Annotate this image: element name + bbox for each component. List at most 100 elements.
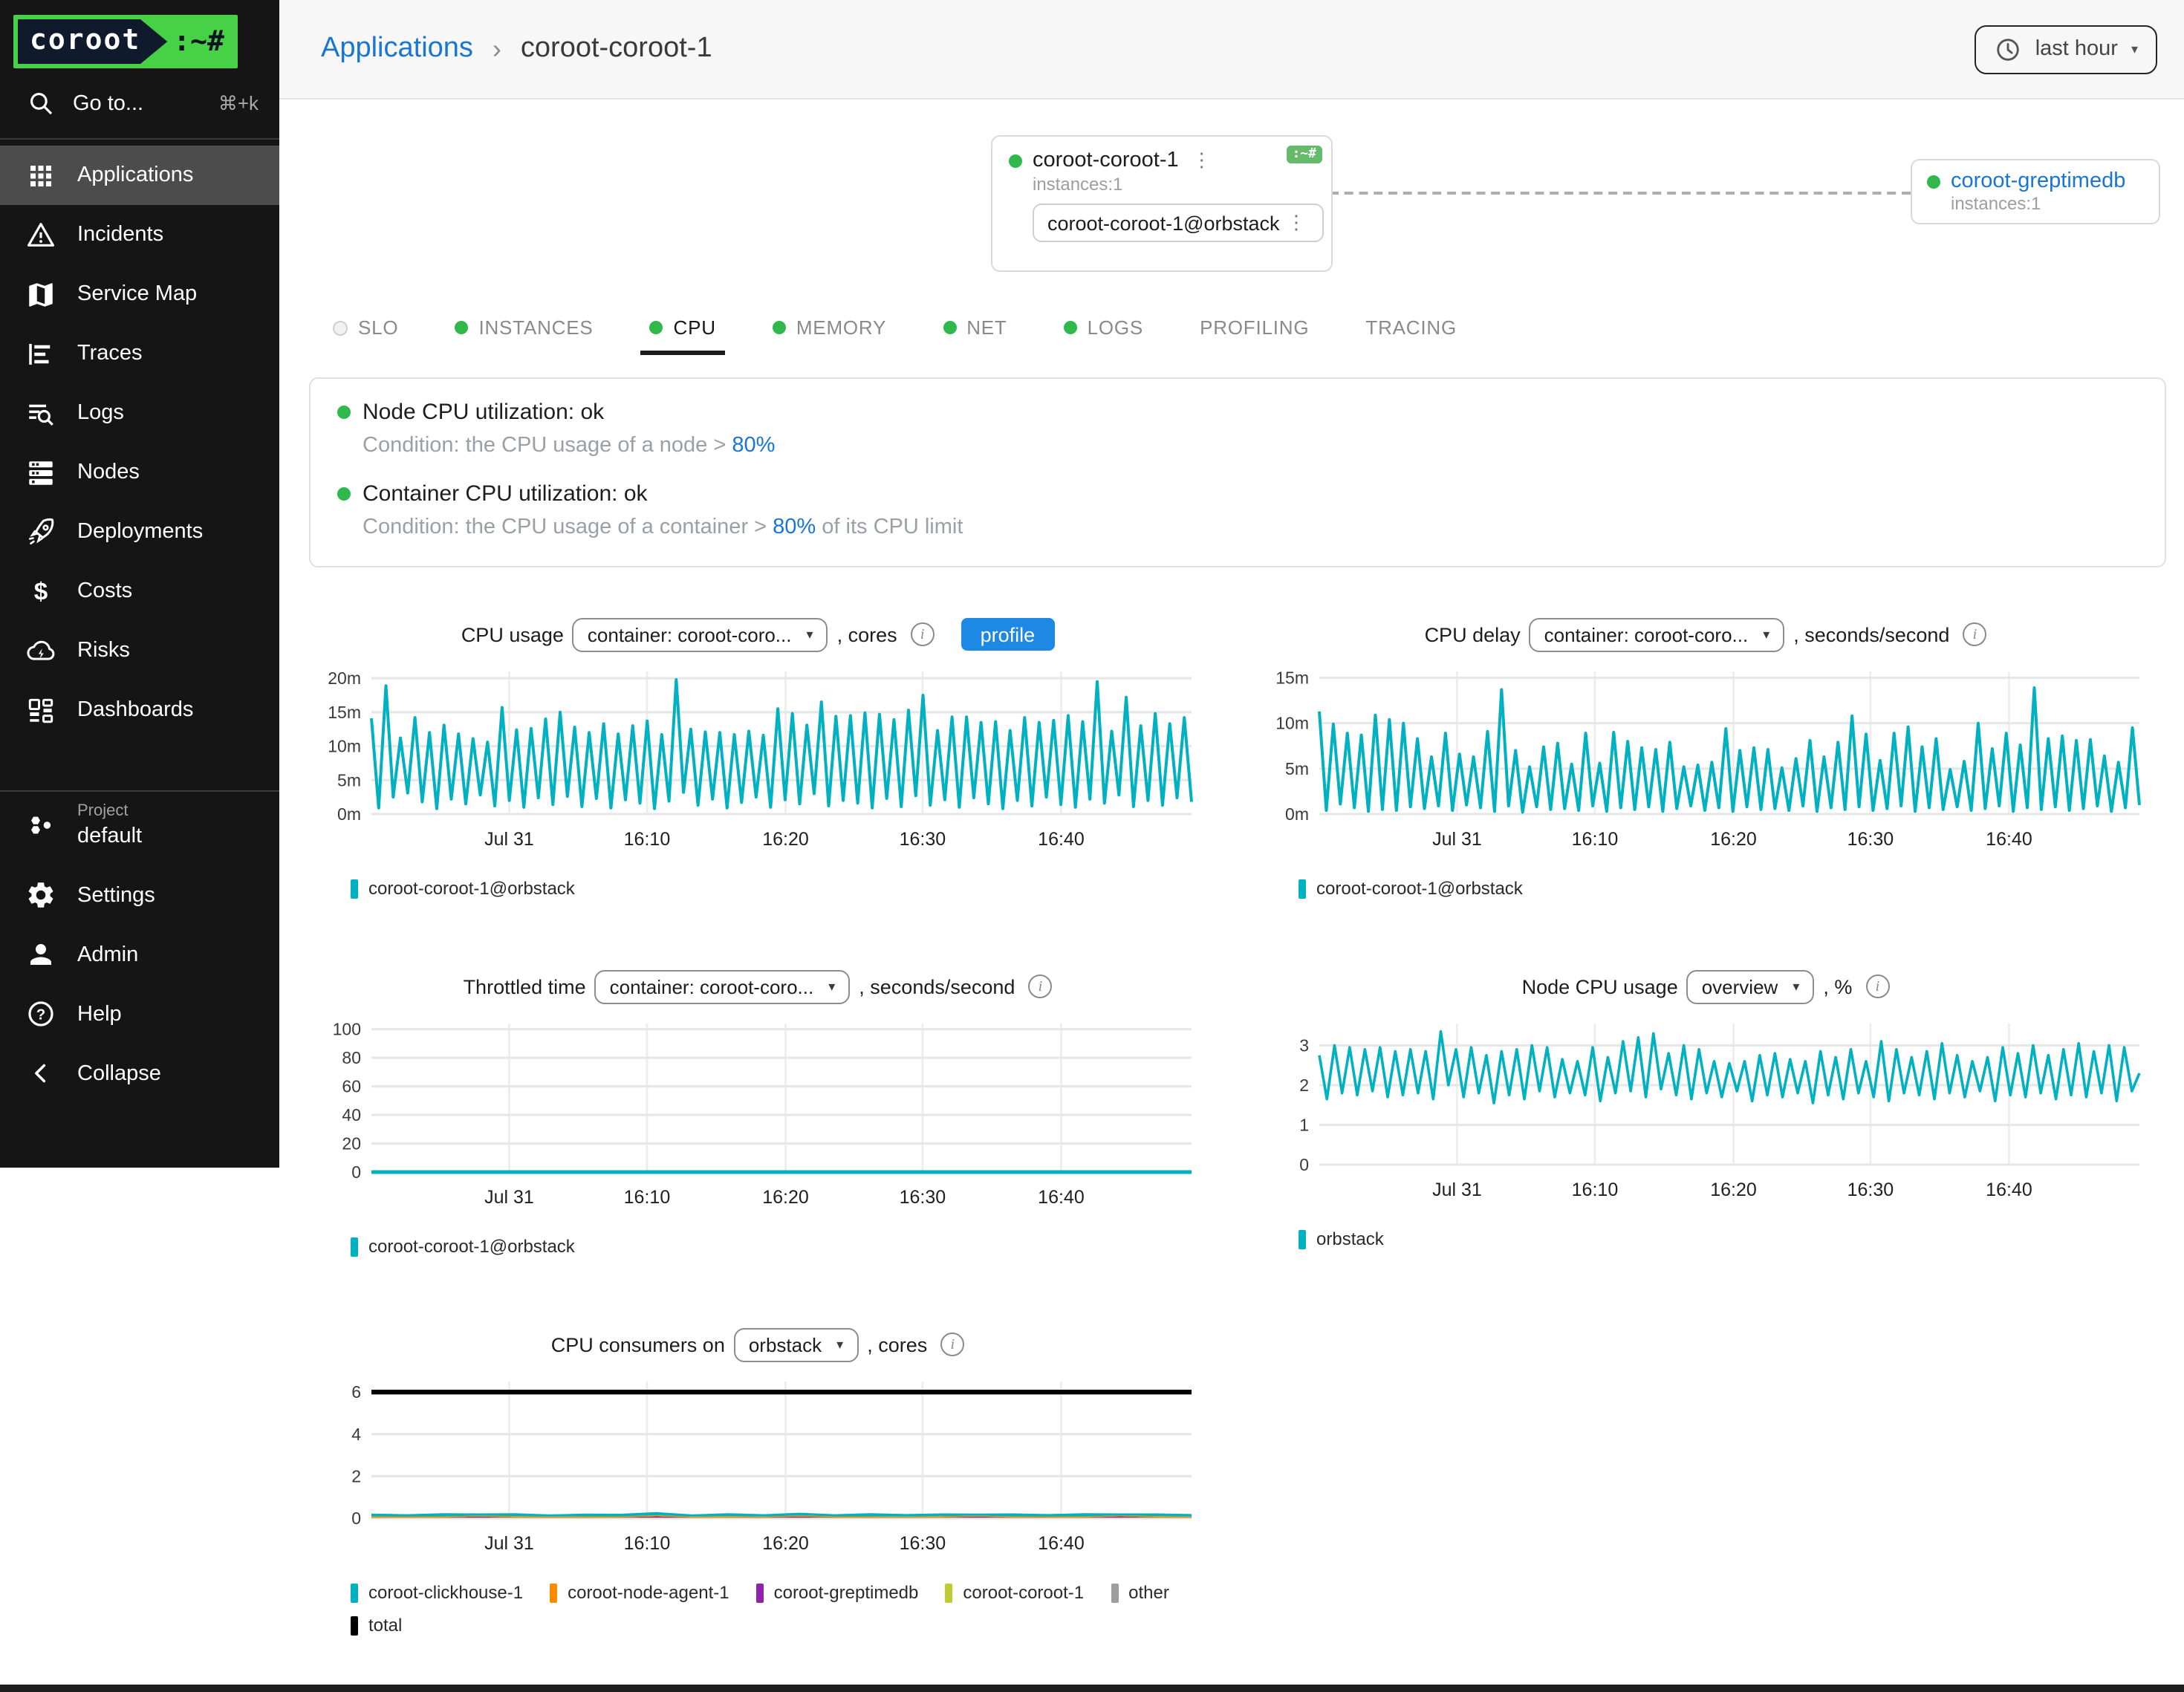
throttled-time-selector[interactable]: container: coroot-coro...▾ [595, 969, 851, 1003]
info-icon[interactable]: i [1028, 974, 1052, 998]
legend-item[interactable]: other [1111, 1582, 1169, 1603]
node-cpu-selector[interactable]: overview▾ [1687, 969, 1815, 1003]
time-range-picker[interactable]: last hour ▾ [1975, 25, 2157, 74]
sidebar-item-costs[interactable]: $ Costs [0, 562, 279, 621]
coroot-logo[interactable]: coroot :~# [13, 15, 238, 68]
svg-text:Jul 31: Jul 31 [484, 1533, 534, 1554]
rocket-icon [25, 516, 56, 547]
svg-text:16:40: 16:40 [1986, 829, 2032, 850]
clock-icon [1994, 35, 2022, 63]
threshold-link[interactable]: 80% [773, 515, 816, 539]
info-icon[interactable]: i [940, 1333, 964, 1356]
storm-cloud-icon [25, 635, 56, 666]
status-dot [337, 406, 351, 419]
legend-color-mark [351, 1237, 358, 1256]
sidebar-item-service-map[interactable]: Service Map [0, 264, 279, 324]
chart-unit: , cores [867, 1333, 927, 1356]
tab-tracing[interactable]: TRACING [1356, 310, 1466, 355]
sidebar-item-incidents[interactable]: Incidents [0, 205, 279, 264]
sidebar-item-dashboards[interactable]: Dashboards [0, 680, 279, 740]
sidebar-item-applications[interactable]: Applications [0, 146, 279, 205]
chart-title: CPU usage [461, 623, 564, 645]
legend-item[interactable]: coroot-greptimedb [756, 1582, 919, 1603]
cpu-consumers-plot: Jul 3116:1016:2016:3016:400246 [312, 1370, 1203, 1570]
sidebar-item-traces[interactable]: Traces [0, 324, 279, 383]
go-to-search[interactable]: Go to... ⌘+k [0, 68, 279, 138]
time-range-label: last hour [2035, 37, 2118, 61]
svg-text:16:30: 16:30 [1847, 1179, 1894, 1200]
tab-slo[interactable]: SLO [324, 310, 407, 355]
app-card-coroot-coroot-1: :~# coroot-coroot-1 ⋮ instances:1 coroot… [991, 135, 1333, 272]
svg-text:16:20: 16:20 [762, 1533, 809, 1554]
profile-button[interactable]: profile [961, 618, 1055, 651]
sidebar-item-label: Logs [77, 401, 124, 425]
status-dot [1009, 154, 1022, 167]
svg-text:80: 80 [342, 1048, 361, 1067]
tab-cpu[interactable]: CPU [641, 310, 725, 355]
tab-status-dot [650, 322, 663, 335]
info-icon[interactable]: i [1963, 622, 1986, 646]
legend-item[interactable]: coroot-clickhouse-1 [351, 1582, 523, 1603]
sidebar-item-deployments[interactable]: Deployments [0, 502, 279, 562]
cpu-delay-selector[interactable]: container: coroot-coro...▾ [1530, 617, 1785, 651]
kebab-menu-icon[interactable]: ⋮ [1189, 149, 1215, 172]
legend-item[interactable]: orbstack [1299, 1229, 1384, 1249]
legend-item[interactable]: coroot-coroot-1@orbstack [1299, 878, 1523, 899]
sidebar-item-settings[interactable]: Settings [0, 866, 279, 925]
cpu-usage-selector[interactable]: container: coroot-coro...▾ [573, 617, 828, 651]
tab-profiling[interactable]: PROFILING [1191, 310, 1318, 355]
legend-color-mark [1299, 1229, 1306, 1249]
legend-item[interactable]: coroot-coroot-1 [945, 1582, 1084, 1603]
chart-title: Node CPU usage [1522, 975, 1678, 998]
legend-item[interactable]: total [351, 1615, 402, 1636]
svg-text:5m: 5m [337, 770, 361, 790]
breadcrumb-chevron-icon: › [493, 33, 501, 65]
chart-unit: , cores [837, 623, 897, 645]
check-condition: Condition: the CPU usage of a node > 80% [363, 434, 2138, 458]
node-cpu-usage-plot: Jul 3116:1016:2016:3016:400123 [1260, 1012, 2151, 1217]
sidebar: coroot :~# Go to... ⌘+k Applications Inc… [0, 0, 279, 1168]
info-icon[interactable]: i [911, 622, 935, 646]
svg-text:16:40: 16:40 [1038, 1533, 1085, 1554]
greptimedb-link[interactable]: coroot-greptimedb [1951, 169, 2125, 193]
svg-text:16:10: 16:10 [624, 829, 671, 850]
go-to-label: Go to... [73, 91, 143, 115]
svg-text:1: 1 [1299, 1115, 1309, 1134]
sidebar-item-risks[interactable]: Risks [0, 621, 279, 680]
sidebar-item-admin[interactable]: Admin [0, 925, 279, 985]
kebab-menu-icon[interactable]: ⋮ [1284, 211, 1309, 235]
bottom-bar [0, 1685, 2184, 1692]
breadcrumb-applications-link[interactable]: Applications [321, 33, 473, 65]
svg-text:16:40: 16:40 [1038, 1187, 1085, 1208]
legend-color-mark [945, 1583, 952, 1602]
chart-unit: , seconds/second [1793, 623, 1949, 645]
sidebar-item-nodes[interactable]: Nodes [0, 443, 279, 502]
sidebar-collapse-button[interactable]: Collapse [0, 1044, 279, 1104]
topbar: Applications › coroot-coroot-1 last hour… [279, 0, 2184, 100]
sidebar-item-help[interactable]: ? Help [0, 985, 279, 1044]
legend-item[interactable]: coroot-coroot-1@orbstack [351, 1236, 575, 1257]
sidebar-item-logs[interactable]: Logs [0, 383, 279, 443]
project-switcher[interactable]: Project default [0, 792, 279, 860]
chevron-left-icon [25, 1058, 56, 1090]
info-icon[interactable]: i [1865, 974, 1889, 998]
app-name: coroot-coroot-1 [1033, 149, 1179, 172]
svg-text:16:20: 16:20 [762, 1187, 809, 1208]
coroot-logo-prompt: :~# [173, 25, 224, 58]
svg-text:16:30: 16:30 [900, 1187, 946, 1208]
tab-memory[interactable]: MEMORY [764, 310, 895, 355]
threshold-link[interactable]: 80% [732, 434, 775, 458]
tab-logs[interactable]: LOGS [1055, 310, 1152, 355]
tab-instances[interactable]: INSTANCES [446, 310, 602, 355]
legend-item[interactable]: coroot-node-agent-1 [550, 1582, 729, 1603]
legend-item[interactable]: coroot-coroot-1@orbstack [351, 878, 575, 899]
svg-text:16:20: 16:20 [1710, 829, 1757, 850]
svg-text:10m: 10m [328, 737, 361, 756]
cpu-consumers-node-selector[interactable]: orbstack▾ [734, 1327, 858, 1361]
svg-text:100: 100 [333, 1020, 361, 1039]
project-label: Project [77, 802, 142, 823]
cpu-usage-chart: CPU usage container: coroot-coro...▾ , c… [312, 615, 1203, 899]
tab-status-dot [773, 321, 786, 334]
instance-coroot-coroot-1-orbstack[interactable]: coroot-coroot-1@orbstack ⋮ [1033, 204, 1324, 242]
tab-net[interactable]: NET [934, 310, 1015, 355]
